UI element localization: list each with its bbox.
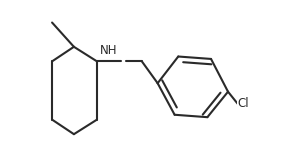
Text: NH: NH xyxy=(100,44,118,57)
Text: Cl: Cl xyxy=(238,97,249,110)
